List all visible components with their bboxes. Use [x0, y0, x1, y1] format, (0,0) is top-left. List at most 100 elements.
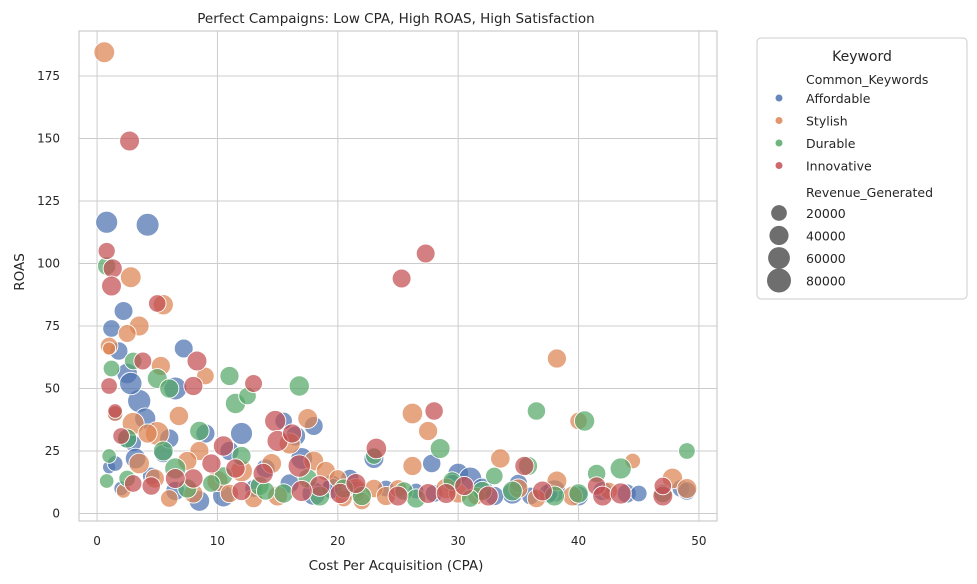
- legend-size-marker: [766, 268, 792, 293]
- legend-size-label: 20000: [806, 206, 846, 221]
- data-point-affordable: [113, 301, 134, 321]
- grid-lines: [79, 31, 717, 521]
- data-point-durable: [101, 448, 117, 464]
- data-point-durable: [255, 481, 276, 501]
- x-axis-title: Cost Per Acquisition (CPA): [309, 558, 484, 574]
- data-point-durable: [102, 359, 121, 378]
- data-point-affordable: [95, 210, 119, 234]
- data-point-innovative: [101, 275, 122, 297]
- data-point-durable: [609, 457, 632, 480]
- data-point-innovative: [365, 437, 388, 460]
- y-tick-label: 150: [37, 132, 60, 146]
- data-point-affordable: [135, 212, 160, 237]
- data-point-innovative: [435, 483, 457, 504]
- scatter-points: [93, 41, 698, 512]
- data-point-stylish: [490, 448, 511, 469]
- data-point-stylish: [297, 408, 319, 429]
- data-point-innovative: [415, 243, 436, 264]
- legend-size-marker: [768, 247, 790, 269]
- data-point-innovative: [264, 409, 287, 433]
- data-point-stylish: [168, 405, 190, 427]
- data-point-innovative: [107, 403, 123, 419]
- data-point-innovative: [148, 294, 167, 313]
- y-tick-label: 100: [37, 257, 60, 271]
- data-point-innovative: [244, 374, 263, 393]
- data-point-affordable: [119, 371, 143, 396]
- data-point-innovative: [164, 468, 186, 489]
- x-tick-label: 20: [330, 534, 345, 548]
- y-tick-labels: 0 25 50 75 100 125 150 175: [37, 69, 60, 521]
- data-point-durable: [678, 442, 696, 460]
- data-point-stylish: [128, 452, 150, 475]
- data-point-innovative: [100, 377, 118, 395]
- data-point-innovative: [183, 468, 204, 489]
- legend-marker: [775, 117, 783, 124]
- legend-hue-title: Common_Keywords: [806, 72, 928, 87]
- data-point-stylish: [102, 341, 117, 356]
- data-point-stylish: [546, 348, 567, 369]
- y-tick-label: 25: [45, 444, 60, 458]
- legend-size-label: 40000: [806, 229, 846, 244]
- data-point-innovative: [417, 483, 439, 504]
- legend-title: Keyword: [832, 49, 892, 65]
- data-point-innovative: [653, 476, 673, 496]
- legend-size-entries: 20000 40000 60000 80000: [766, 205, 846, 293]
- data-point-stylish: [418, 420, 439, 442]
- data-point-durable: [288, 375, 310, 397]
- legend-label: Durable: [806, 136, 856, 151]
- y-tick-label: 75: [45, 319, 60, 333]
- data-point-innovative: [329, 482, 351, 505]
- x-tick-label: 40: [571, 534, 586, 548]
- x-tick-label: 10: [210, 534, 225, 548]
- data-point-innovative: [532, 480, 553, 502]
- data-point-innovative: [592, 485, 614, 507]
- data-point-innovative: [119, 130, 140, 152]
- data-point-stylish: [160, 489, 179, 508]
- data-point-innovative: [387, 485, 409, 507]
- data-point-durable: [429, 438, 451, 459]
- legend-label: Affordable: [806, 91, 871, 106]
- data-point-innovative: [282, 423, 303, 444]
- data-point-innovative: [287, 454, 311, 478]
- data-point-durable: [219, 365, 240, 387]
- legend: Keyword Common_Keywords Affordable Stylis…: [756, 37, 968, 300]
- data-point-innovative: [609, 482, 632, 505]
- legend-size-label: 80000: [806, 274, 846, 289]
- x-tick-label: 50: [691, 534, 706, 548]
- legend-size-label: 60000: [806, 251, 846, 266]
- legend-hue-entries: Affordable Stylish Durable Innovative: [775, 91, 872, 174]
- data-point-durable: [98, 473, 115, 489]
- data-point-innovative: [141, 476, 161, 496]
- plot-frame: [78, 30, 718, 522]
- data-point-stylish: [676, 478, 698, 499]
- x-tick-labels: 0 10 20 30 40 50: [93, 534, 706, 548]
- data-point-innovative: [133, 351, 153, 371]
- legend-marker: [775, 94, 783, 102]
- legend-marker: [775, 162, 783, 169]
- data-point-durable: [152, 440, 174, 462]
- data-point-innovative: [391, 268, 412, 289]
- data-point-innovative: [102, 258, 123, 279]
- data-point-innovative: [225, 458, 246, 479]
- data-point-innovative: [201, 453, 222, 474]
- data-point-innovative: [212, 435, 235, 457]
- legend-box: [756, 37, 968, 300]
- data-point-durable: [568, 483, 589, 504]
- data-point-innovative: [123, 474, 143, 493]
- data-point-stylish: [117, 324, 137, 343]
- y-axis-title: ROAS: [12, 253, 28, 291]
- data-point-stylish: [119, 266, 142, 289]
- data-point-durable: [159, 378, 180, 399]
- legend-size-title: Revenue_Generated: [806, 185, 933, 200]
- data-point-innovative: [290, 479, 313, 503]
- data-point-innovative: [231, 480, 252, 502]
- data-point-durable: [273, 483, 294, 504]
- data-point-innovative: [345, 473, 367, 494]
- data-point-stylish: [401, 402, 424, 425]
- legend-marker: [775, 139, 783, 147]
- x-tick-label: 30: [451, 534, 466, 548]
- data-point-durable: [526, 401, 547, 421]
- chart-title: Perfect Campaigns: Low CPA, High ROAS, H…: [197, 11, 594, 27]
- data-point-affordable: [102, 319, 121, 338]
